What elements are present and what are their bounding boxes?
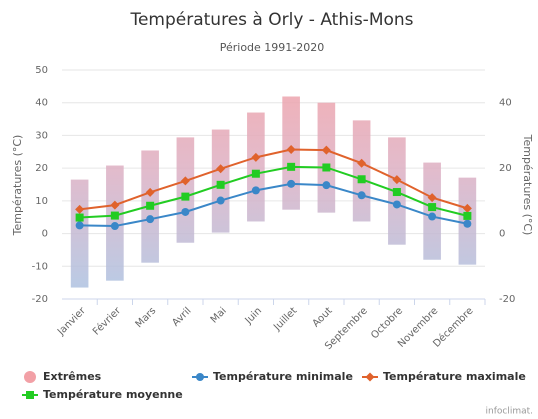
point	[216, 180, 225, 189]
point	[322, 163, 331, 172]
range-bar	[70, 179, 89, 288]
point	[110, 222, 119, 231]
y2-tick-label: 20	[499, 163, 512, 174]
y2-tick-label: 0	[499, 229, 505, 240]
y2-axis-label: Températures (°C)	[521, 134, 534, 236]
point	[145, 187, 155, 197]
point	[181, 207, 190, 216]
y-tick-label: 20	[35, 163, 48, 174]
range-bar	[247, 112, 265, 222]
point	[216, 164, 226, 174]
point	[428, 203, 437, 212]
point	[251, 186, 260, 195]
point	[75, 204, 85, 214]
point	[110, 200, 120, 210]
x-tick-label: Aout	[311, 305, 335, 329]
point	[321, 145, 331, 155]
x-tick-label: Juin	[243, 305, 265, 327]
range-bar	[423, 162, 441, 260]
point	[392, 175, 402, 185]
x-tick-label: Mars	[134, 305, 159, 330]
point	[287, 162, 296, 171]
point	[392, 200, 401, 209]
line	[79, 182, 468, 228]
y-tick-label: 10	[35, 196, 48, 207]
point	[462, 203, 472, 213]
y-tick-label: 0	[42, 229, 48, 240]
y-axis-label: Températures (°C)	[11, 135, 24, 237]
x-tick-label: Mai	[209, 305, 229, 325]
point	[392, 188, 401, 197]
point	[427, 193, 437, 203]
point	[75, 221, 84, 230]
line	[79, 148, 468, 211]
point	[146, 215, 155, 224]
x-tick-label: Janvier	[55, 305, 88, 338]
x-tick-label: Février	[90, 304, 123, 337]
y-tick-label: 50	[35, 65, 48, 76]
line	[79, 165, 468, 219]
y-tick-label: -10	[32, 261, 48, 272]
legend-label: Température maximale	[383, 370, 526, 383]
y2-tick-label: -20	[499, 294, 515, 305]
x-tick-label: Juillet	[271, 305, 299, 333]
range-bar	[352, 120, 371, 222]
legend-symbol	[24, 371, 36, 383]
point	[463, 211, 472, 220]
point	[251, 169, 260, 178]
point	[463, 219, 472, 228]
x-tick-label: Octobre	[369, 305, 405, 341]
point	[110, 211, 119, 220]
y-tick-label: 30	[35, 130, 48, 141]
chart-subtitle: Période 1991-2020	[220, 41, 325, 54]
credit: infoclimat.	[485, 407, 533, 417]
y2-tick-label: 40	[499, 98, 512, 109]
point	[322, 181, 331, 190]
point	[216, 196, 225, 205]
legend-symbol	[196, 373, 204, 381]
range-bar	[176, 137, 195, 243]
legend-label: Extrêmes	[43, 370, 102, 383]
point	[357, 191, 366, 200]
y-tick-label: 40	[35, 98, 48, 109]
point	[287, 179, 296, 188]
x-tick-label: Avril	[170, 305, 193, 328]
legend-symbol	[26, 391, 34, 399]
point	[357, 175, 366, 184]
point	[75, 213, 84, 222]
point	[251, 152, 261, 162]
y-tick-label: -20	[32, 294, 48, 305]
point	[428, 212, 437, 221]
legend-label: Température minimale	[213, 370, 353, 383]
legend-label: Température moyenne	[43, 388, 183, 401]
legend-symbol	[365, 372, 375, 382]
point	[146, 201, 155, 210]
chart-title: Températures à Orly - Athis-Mons	[129, 10, 413, 30]
point	[357, 158, 367, 168]
point	[181, 192, 190, 201]
point	[286, 144, 296, 154]
range-bar	[317, 102, 336, 213]
point	[180, 176, 190, 186]
